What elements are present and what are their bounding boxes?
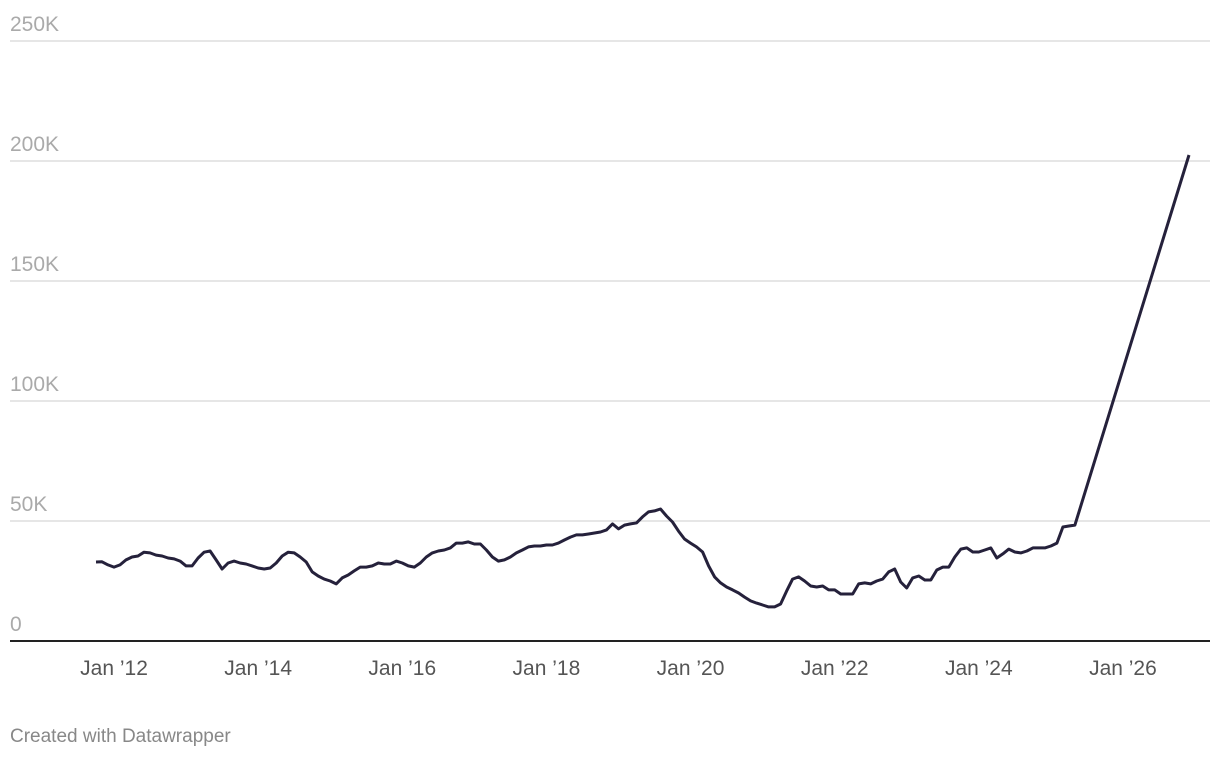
x-tick-label: Jan ’26 bbox=[1089, 657, 1157, 680]
x-tick-label: Jan ’20 bbox=[657, 657, 725, 680]
y-tick-label: 50K bbox=[10, 493, 47, 516]
x-tick-label: Jan ’22 bbox=[801, 657, 869, 680]
y-tick-label: 0 bbox=[10, 613, 22, 636]
y-tick-label: 250K bbox=[10, 13, 59, 36]
footer: Created with Datawrapper bbox=[10, 726, 231, 747]
y-tick-label: 100K bbox=[10, 373, 59, 396]
y-tick-label: 150K bbox=[10, 253, 59, 276]
x-tick-label: Jan ’14 bbox=[224, 657, 292, 680]
x-tick-label: Jan ’18 bbox=[513, 657, 581, 680]
x-tick-label: Jan ’24 bbox=[945, 657, 1013, 680]
x-tick-label: Jan ’12 bbox=[80, 657, 148, 680]
y-tick-label: 200K bbox=[10, 133, 59, 156]
line bbox=[95, 154, 1191, 609]
x-tick-label: Jan ’16 bbox=[368, 657, 436, 680]
